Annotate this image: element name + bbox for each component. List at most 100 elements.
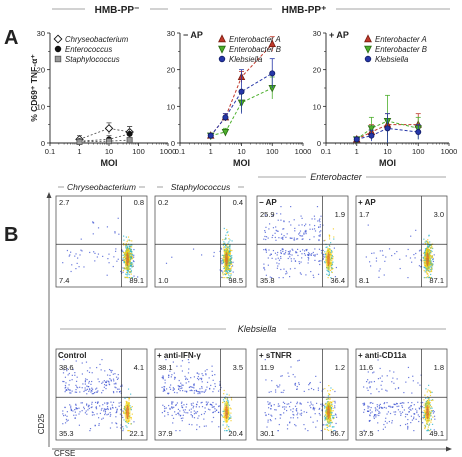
flow-plot-2-event (229, 239, 231, 241)
flow-plot-8-event (431, 407, 433, 409)
flow-plot-3-event (305, 229, 307, 232)
flow-plot-1-event (80, 238, 82, 240)
flow-plot-4-event (420, 259, 422, 261)
flow-plot-5-event (120, 385, 122, 387)
flow-plot-2-event (223, 245, 225, 248)
flow-plot-6-event (174, 411, 176, 413)
flow-plot-7-event (322, 388, 324, 390)
flow-plot-5-event (86, 370, 89, 372)
flow-plot-7-event (274, 418, 277, 420)
row1-group-label: Enterobacter (310, 172, 363, 182)
flow-plot-3-event (278, 263, 280, 265)
flow-plot-3-event (290, 258, 292, 260)
flow-plot-8-event (434, 418, 436, 420)
flow-plot-5-event (127, 422, 130, 425)
flow-plot-3-event (331, 257, 333, 259)
flow-plot-6-event (171, 374, 173, 376)
flow-plot-3-event (293, 219, 295, 221)
flow-plot-6-event (171, 402, 173, 404)
chart-1-x-tick-label: 100 (132, 147, 145, 156)
flow-plot-6-quadrant-value-4: 20.4 (228, 429, 243, 438)
flow-plot-1-event (118, 233, 120, 235)
flow-plot-5-event (110, 379, 112, 381)
flow-plot-6-event (227, 401, 229, 403)
flow-plot-3-event (267, 237, 269, 239)
flow-plot-8-event (396, 405, 398, 408)
chart-3-series-3-point (415, 128, 422, 135)
flow-plot-2-event (231, 266, 233, 268)
flow-plot-3-event (318, 219, 320, 221)
flow-plot-2-event (228, 269, 230, 272)
flow-plot-6-event (191, 389, 193, 392)
flow-plot-1-event (133, 254, 135, 256)
flow-plot-8-event (422, 412, 425, 414)
flow-plot-8-event (429, 394, 432, 397)
flow-plot-6-event (229, 417, 231, 419)
flow-plot-6-event (177, 412, 179, 414)
flow-plot-8-event (381, 380, 383, 383)
flow-plot-6-event (178, 379, 180, 382)
flow-plot-2-event (229, 270, 231, 272)
flow-plot-3-event (307, 259, 310, 261)
flow-plot-5-event (116, 411, 118, 413)
flow-plot-8-event (377, 430, 379, 432)
flow-plot-8-event (426, 430, 428, 432)
flow-plot-2-event (230, 261, 232, 263)
flow-plot-8-event (386, 390, 388, 392)
flow-plot-6-event (201, 387, 203, 389)
flow-plot-3-event (295, 252, 297, 254)
flow-plot-3-event (318, 239, 320, 241)
flow-plot-6-event (213, 388, 215, 390)
flow-plot-4-event (426, 242, 428, 244)
flow-plot-3-event (290, 260, 293, 262)
flow-plot-4-event (382, 254, 384, 256)
flow-plot-8-event (430, 419, 433, 421)
chart-2-x-tick-label: 100 (266, 147, 279, 156)
flow-plot-4-event (407, 248, 409, 251)
flow-plot-7-event (273, 404, 275, 406)
flow-plot-3-event (309, 238, 311, 241)
flow-plot-2-event (222, 277, 224, 279)
flow-plot-3-event (322, 254, 324, 256)
flow-plot-4-event (429, 252, 431, 254)
flow-plot-3-event (327, 274, 330, 277)
flow-plot-7-event (328, 393, 330, 395)
flow-plot-5-event (75, 404, 77, 406)
flow-plot-7-event (294, 382, 297, 385)
flow-plot-1-event (92, 221, 94, 223)
flow-plot-8-event (400, 414, 402, 416)
flow-plot-6: 38.1 3.537.9 20.4+ anti-IFN-γ (154, 348, 247, 441)
flow-plot-8-event (416, 411, 418, 414)
flow-plot-8-event (400, 402, 402, 404)
flow-plot-6-event (230, 416, 232, 418)
flow-plot-3-event (263, 267, 265, 269)
flow-plot-3-event (280, 250, 282, 252)
flow-plot-3-event (290, 237, 292, 239)
flow-plot-6-event (174, 376, 176, 378)
flow-plot-8-event (377, 422, 379, 424)
flow-plot-3-event (293, 237, 295, 239)
flow-plot-2-event (222, 261, 224, 263)
chart-2-legend-marker-1 (218, 34, 226, 43)
flow-plot-1-frame (55, 195, 148, 288)
flow-plot-7-event (308, 388, 310, 391)
flow-plot-7-event (328, 385, 330, 387)
flow-plot-8-event (422, 401, 424, 404)
flow-plot-8-event (418, 415, 420, 418)
flow-plot-5-event (91, 393, 93, 395)
chart-2-x-tick-label: 1 (209, 147, 213, 156)
flow-plot-5-event (70, 392, 72, 394)
flow-plot-7-event (292, 411, 294, 413)
flow-plot-6-event (230, 397, 233, 399)
flow-plot-3-event (276, 267, 279, 269)
flow-plot-6-event (177, 412, 180, 414)
flow-plot-8-event (406, 423, 409, 425)
flow-plot-6-event (228, 426, 230, 428)
flow-plot-6-event (172, 387, 174, 389)
flow-plot-2-event (224, 277, 226, 279)
panel-a-label: A (4, 27, 18, 49)
flow-plot-3-event (313, 276, 315, 279)
flow-plot-1-event (129, 252, 132, 254)
flow-plot-8-event (367, 379, 369, 381)
flow-plot-3-event (282, 228, 284, 230)
